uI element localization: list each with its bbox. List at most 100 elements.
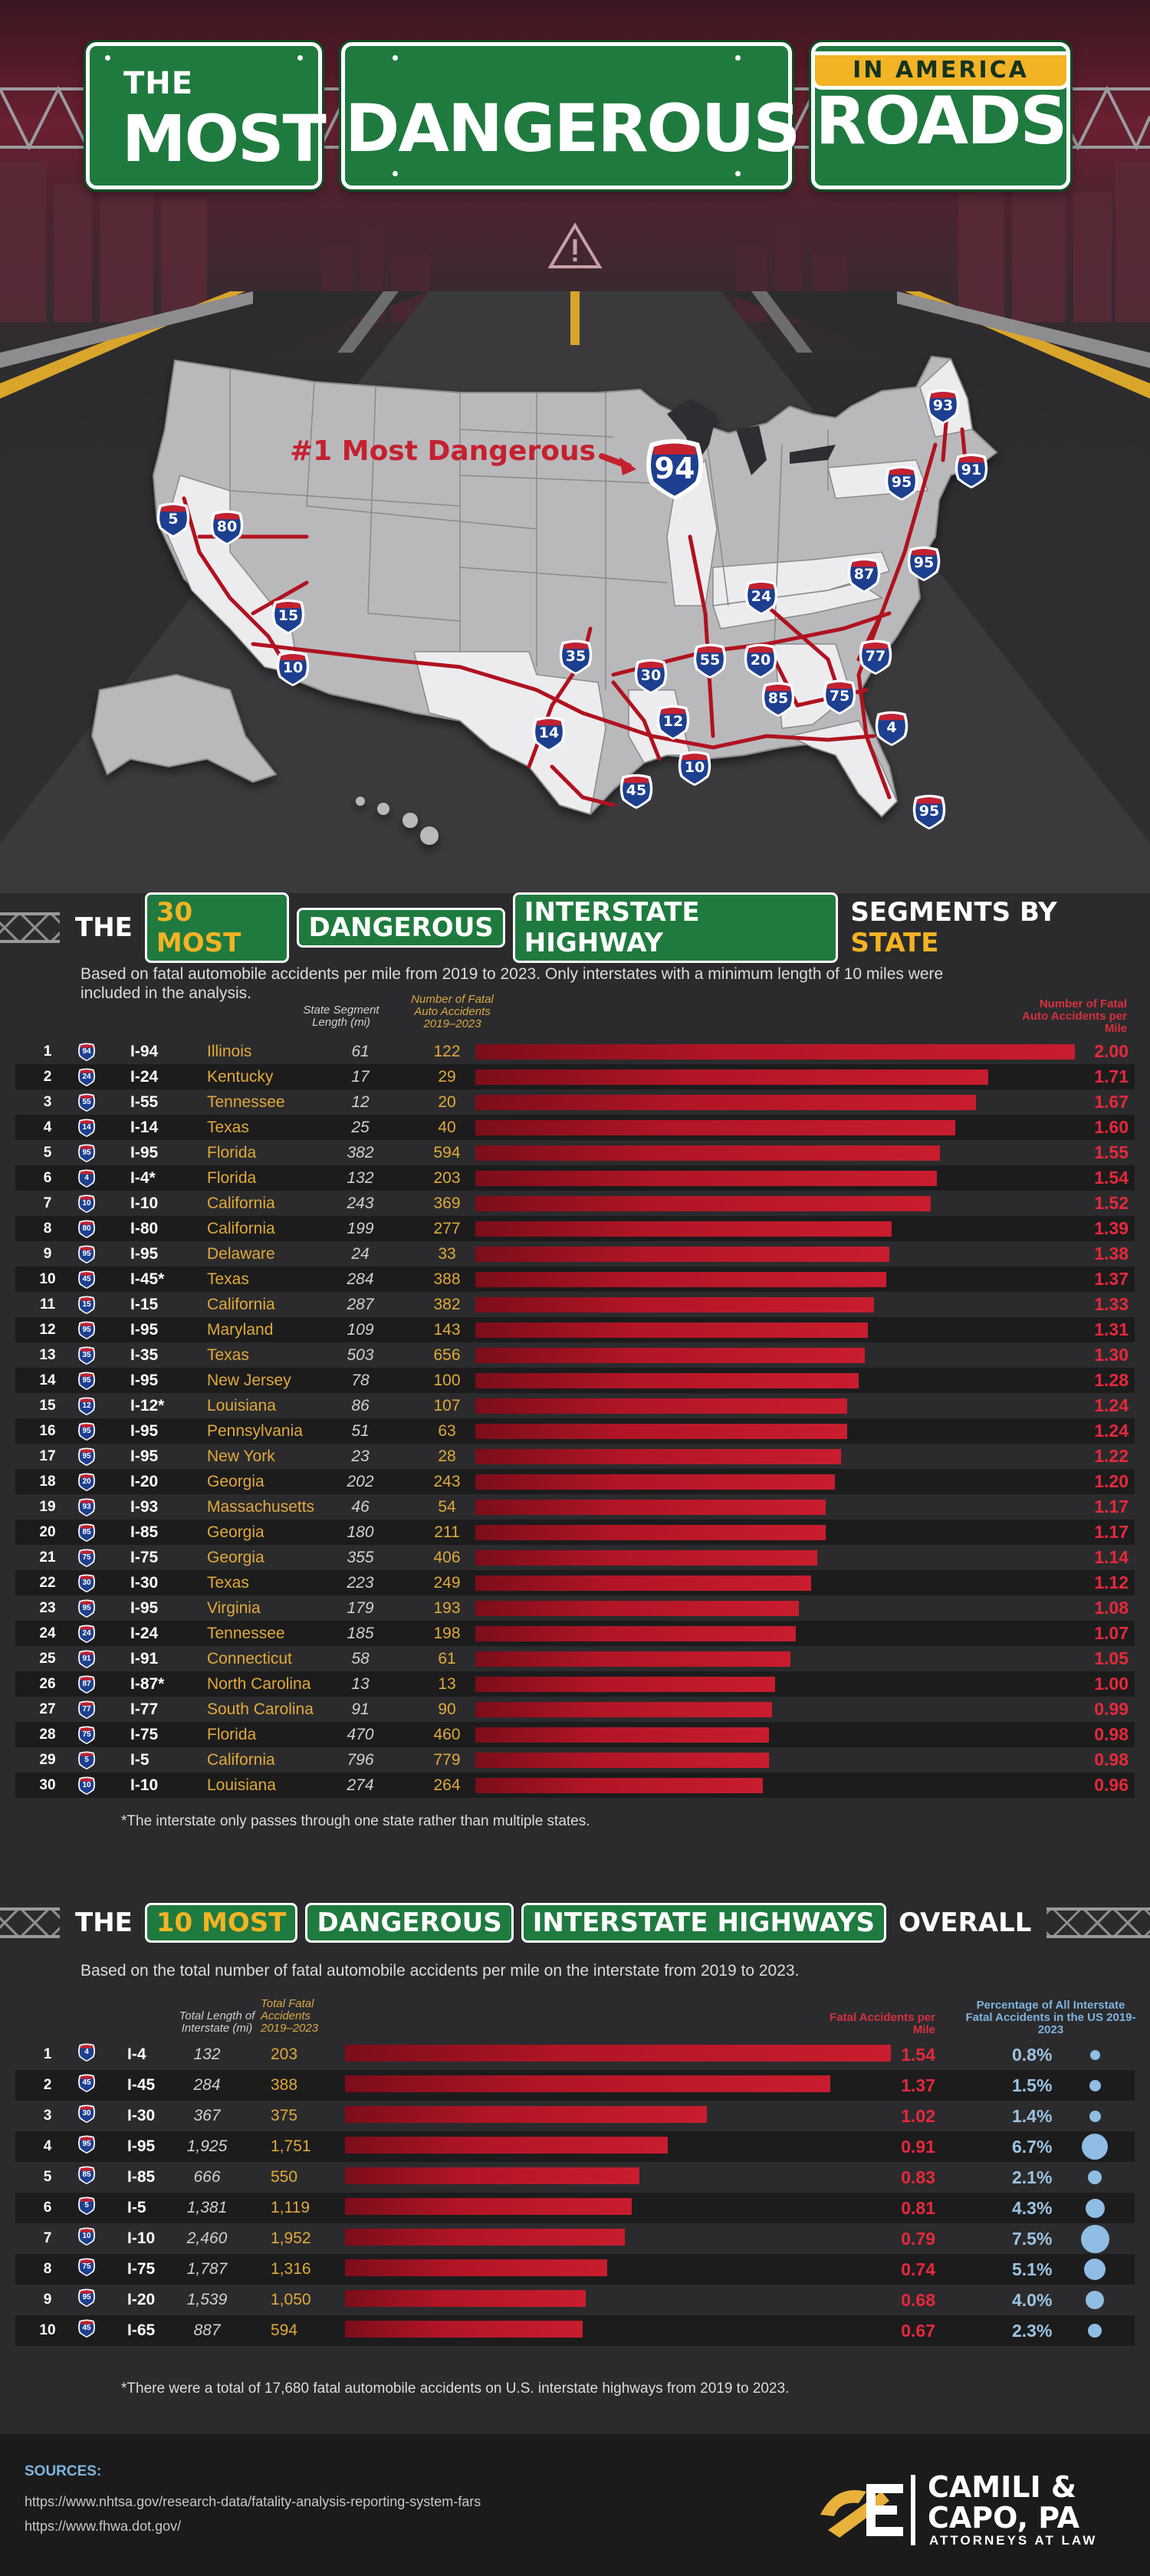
map-shield-number: 14 — [538, 724, 560, 741]
map-interstate-shield-icon: 77 — [856, 635, 895, 676]
row-value: 1.52 — [1094, 1193, 1129, 1213]
row-accidents: 406 — [433, 1549, 461, 1566]
title-most: MOST — [122, 101, 327, 176]
row-rank: 3 — [43, 1094, 52, 1110]
row-value: 1.33 — [1094, 1294, 1129, 1314]
row-length: 78 — [351, 1372, 370, 1389]
title-sign-dangerous: DANGEROUS — [341, 42, 800, 189]
table-row: 27 77 I-77 South Carolina 91 90 0.99 — [15, 1697, 1135, 1722]
row-length: 887 — [193, 2321, 221, 2339]
row-percent: 6.7% — [1012, 2137, 1053, 2157]
row-length: 243 — [347, 1194, 374, 1212]
row-length: 1,381 — [186, 2199, 228, 2216]
row-shield-number: 24 — [82, 1629, 91, 1638]
row-accidents: 100 — [433, 1372, 461, 1389]
row-state: North Carolina — [207, 1675, 311, 1693]
map-shield-number: 91 — [961, 462, 982, 478]
row-interstate: I-80 — [130, 1220, 159, 1237]
row-rank: 1 — [43, 1043, 52, 1060]
row-accidents: 13 — [438, 1675, 456, 1693]
row-shield-number: 85 — [82, 2170, 91, 2179]
row-rank: 28 — [39, 1727, 56, 1743]
source-link-fhwa[interactable]: https://www.fhwa.dot.gov/ — [25, 2518, 182, 2534]
row-percent: 4.3% — [1012, 2198, 1053, 2218]
row-shield-number: 95 — [82, 1326, 91, 1334]
row-bar — [475, 1702, 772, 1717]
row-accidents: 779 — [433, 1751, 461, 1769]
table-row: 28 75 I-75 Florida 470 460 0.98 — [15, 1722, 1135, 1747]
row-percent-dot — [1088, 2170, 1102, 2184]
row-rank: 23 — [39, 1600, 56, 1616]
row-value: 1.17 — [1094, 1522, 1129, 1542]
section2-intro: Based on the total number of fatal autom… — [80, 1962, 800, 1980]
row-value: 1.71 — [1094, 1066, 1129, 1086]
row-bar — [475, 1044, 1075, 1060]
row-rank: 16 — [39, 1423, 56, 1439]
row-bar — [345, 2290, 586, 2307]
source-link-nhtsa[interactable]: https://www.nhtsa.gov/research-data/fata… — [25, 2494, 481, 2509]
row-value: 1.07 — [1094, 1623, 1129, 1643]
row-accidents: 388 — [271, 2076, 298, 2094]
row-length: 355 — [347, 1549, 374, 1566]
row-value: 0.98 — [1094, 1750, 1129, 1769]
row-accidents: 243 — [433, 1473, 461, 1490]
row-interstate: I-55 — [130, 1093, 159, 1111]
row-rank: 2 — [43, 2077, 52, 2093]
row-state: Tennessee — [207, 1625, 285, 1642]
map-shield-number: 80 — [216, 518, 238, 535]
row-interstate: I-77 — [130, 1700, 159, 1718]
s2-head-the: THE — [75, 1907, 133, 1938]
row-shield-number: 95 — [82, 1148, 91, 1157]
map-shield-number: 10 — [282, 659, 304, 676]
map-interstate-shield-icon: 91 — [952, 449, 991, 490]
featured-shield-number: 94 — [654, 452, 695, 485]
s2-col-accidents: Total Fatal Accidents 2019–2023 — [261, 1997, 319, 2035]
row-shield-icon: 95 — [77, 2286, 97, 2308]
table-row: 22 30 I-30 Texas 223 249 1.12 — [15, 1570, 1135, 1595]
row-shield-number: 14 — [82, 1123, 91, 1132]
row-bar — [475, 1727, 769, 1743]
row-value: 1.37 — [901, 2075, 935, 2095]
section2-footnote: *There were a total of 17,680 fatal auto… — [121, 2380, 790, 2397]
row-interstate: I-20 — [127, 2291, 156, 2308]
row-length: 202 — [347, 1473, 374, 1490]
row-bar — [475, 1120, 955, 1135]
row-value: 0.68 — [901, 2290, 935, 2310]
row-bar — [475, 1398, 847, 1414]
row-shield-icon: 93 — [77, 1496, 97, 1517]
table-row: 15 12 I-12* Louisiana 86 107 1.24 — [15, 1393, 1135, 1418]
s1-col-accidents: Number of Fatal Auto Accidents 2019–2023 — [411, 993, 494, 1030]
s2-col-pct: Percentage of All Interstate Fatal Accid… — [965, 1999, 1136, 2036]
row-percent-dot — [1089, 2049, 1100, 2060]
table-row: 9 95 I-20 1,539 1,050 0.68 4.0% — [15, 2285, 1135, 2315]
row-percent-dot — [1086, 2291, 1104, 2309]
row-rank: 4 — [43, 1119, 52, 1135]
row-shield-number: 75 — [82, 2262, 91, 2271]
row-value: 1.14 — [1094, 1547, 1129, 1567]
row-interstate: I-10 — [130, 1194, 159, 1212]
row-rank: 30 — [39, 1777, 56, 1793]
row-shield-icon: 77 — [77, 1698, 97, 1720]
map-shield-number: 12 — [662, 713, 684, 730]
row-rank: 20 — [39, 1524, 56, 1540]
row-length: 132 — [193, 2045, 221, 2063]
row-shield-number: 35 — [82, 1351, 91, 1359]
row-rank: 11 — [39, 1296, 56, 1313]
row-bar — [475, 1171, 937, 1186]
most-dangerous-callout: #1 Most Dangerous — [290, 435, 596, 467]
row-interstate: I-4 — [127, 2045, 146, 2063]
row-percent-dot — [1089, 2079, 1101, 2091]
row-bar — [475, 1348, 865, 1363]
row-rank: 9 — [43, 2292, 52, 2308]
row-value: 1.20 — [1094, 1471, 1129, 1491]
s1-col-per-mile: Number of Fatal Auto Accidents per Mile — [1022, 997, 1127, 1035]
map-shield-number: 85 — [767, 690, 789, 707]
row-value: 1.39 — [1094, 1218, 1129, 1238]
s2-col-per-mile: Fatal Accidents per Mile — [830, 2011, 935, 2036]
row-value: 1.54 — [1094, 1168, 1129, 1188]
table-row: 17 95 I-95 New York 23 28 1.22 — [15, 1444, 1135, 1469]
row-bar — [345, 2321, 583, 2338]
table-row: 10 45 I-45* Texas 284 388 1.37 — [15, 1267, 1135, 1292]
row-value: 1.55 — [1094, 1142, 1129, 1162]
row-interstate: I-15 — [130, 1296, 159, 1313]
